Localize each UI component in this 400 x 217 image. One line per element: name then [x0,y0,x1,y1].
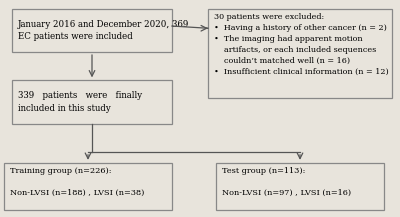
Bar [216,163,384,210]
Bar [12,9,172,52]
Text: January 2016 and December 2020, 369
EC patients were included: January 2016 and December 2020, 369 EC p… [18,20,189,41]
Text: 30 patients were excluded:
•  Having a history of other cancer (n = 2)
•  The im: 30 patients were excluded: • Having a hi… [214,13,389,76]
Text: 339   patients   were   finally
included in this study: 339 patients were finally included in th… [18,91,142,113]
Text: Test group (n=113):

Non-LVSI (n=97) , LVSI (n=16): Test group (n=113): Non-LVSI (n=97) , LV… [222,167,351,197]
Bar [4,163,172,210]
Text: Training group (n=226):

Non-LVSI (n=188) , LVSI (n=38): Training group (n=226): Non-LVSI (n=188)… [10,167,144,197]
Bar [208,9,392,98]
Bar [12,80,172,124]
